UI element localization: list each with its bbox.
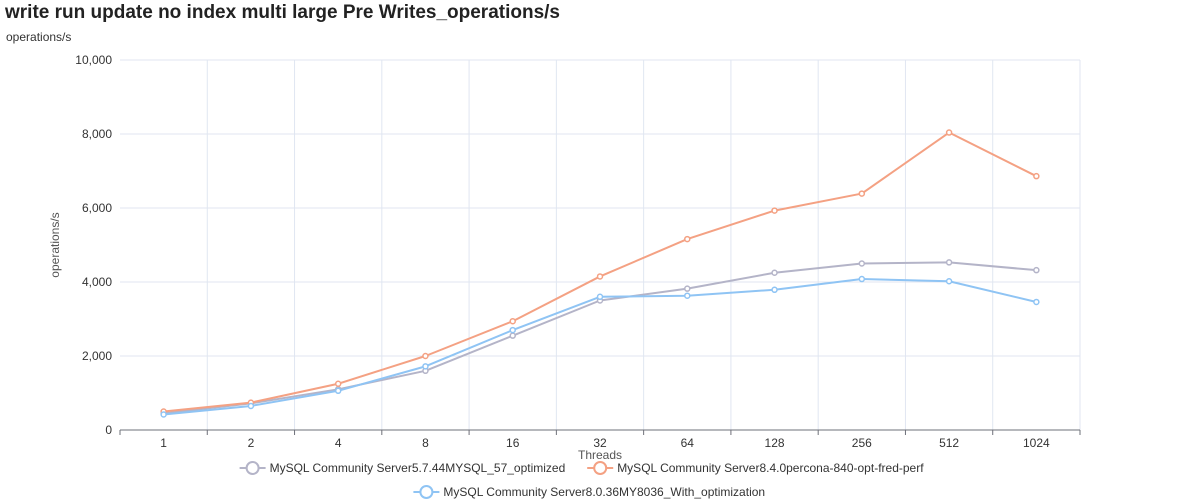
x-tick-label: 4 [335, 436, 342, 450]
legend-item[interactable]: MySQL Community Server8.0.36MY8036_With_… [413, 485, 765, 499]
data-point [596, 273, 604, 280]
legend-marker-icon [245, 461, 260, 475]
data-point [422, 352, 429, 360]
chart-title: write run update no index multi large Pr… [5, 2, 560, 23]
data-point [945, 259, 953, 266]
data-point [247, 402, 255, 410]
axes: 0 2,000 4,000 6,000 8,000 10,000 1 2 4 8 16 32 64 128… [48, 53, 1081, 462]
x-tick-label: 8 [422, 436, 429, 450]
y-tick-label: 2,000 [82, 349, 112, 363]
data-point [1033, 172, 1040, 180]
data-point [334, 387, 342, 395]
x-axis-title: Threads [578, 448, 622, 462]
data-point [334, 380, 342, 387]
data-point [596, 293, 604, 301]
y-tick-label: 4,000 [82, 275, 112, 289]
data-point [160, 411, 167, 418]
data-point [684, 285, 691, 292]
x-tick-label: 512 [939, 436, 959, 450]
data-point [509, 326, 516, 334]
data-point [422, 363, 429, 370]
y-tick-label: 6,000 [82, 201, 112, 215]
legend-label: MySQL Community Server8.4.0percona-840-o… [617, 461, 924, 475]
x-tick-label: 16 [506, 436, 520, 450]
y-tick-label: 10,000 [75, 53, 112, 67]
data-point [509, 317, 516, 325]
series-2 [160, 129, 1040, 415]
x-tick-label: 64 [681, 436, 695, 450]
grid [120, 59, 1081, 430]
data-point [858, 275, 866, 283]
legend-item[interactable]: MySQL Community Server8.4.0percona-840-o… [587, 461, 924, 475]
y-tick-label: 8,000 [82, 127, 112, 141]
data-point [1033, 266, 1040, 274]
legend-label: MySQL Community Server8.0.36MY8036_With_… [443, 485, 765, 499]
data-point [509, 332, 516, 339]
data-point [858, 260, 866, 267]
unit-label: operations/s [6, 30, 72, 44]
data-point [771, 286, 778, 294]
data-point [858, 190, 866, 197]
legend-marker-icon [419, 485, 434, 499]
data-point [771, 269, 778, 276]
data-point [684, 292, 691, 299]
x-tick-label: 128 [765, 436, 785, 450]
legend-label: MySQL Community Server5.7.44MYSQL_57_opt… [270, 461, 566, 475]
series-3 [160, 275, 1040, 418]
legend: MySQL Community Server5.7.44MYSQL_57_opt… [239, 461, 924, 499]
series-1 [160, 259, 1040, 417]
x-tick-label: 1024 [1023, 436, 1050, 450]
x-tick-label: 256 [852, 436, 872, 450]
data-point [684, 235, 691, 243]
data-point [1033, 298, 1040, 306]
y-axis-title: operations/s [48, 212, 62, 277]
data-point [945, 129, 953, 136]
legend-item[interactable]: MySQL Community Server5.7.44MYSQL_57_opt… [239, 461, 566, 475]
x-tick-label: 2 [248, 436, 255, 450]
series [160, 129, 1040, 418]
legend-marker-icon [593, 461, 608, 475]
x-tick-label: 1 [160, 436, 167, 450]
data-point [945, 278, 953, 285]
x-tick-label: 32 [593, 436, 607, 450]
data-point [771, 207, 778, 214]
y-tick-label: 0 [105, 423, 112, 437]
